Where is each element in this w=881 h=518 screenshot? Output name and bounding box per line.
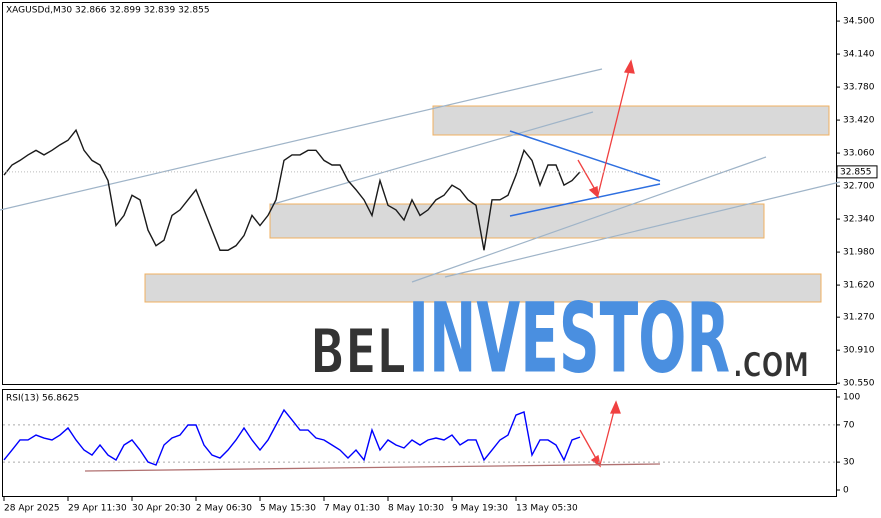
triangle-line bbox=[509, 183, 661, 217]
watermark: INVESTOR bbox=[408, 282, 730, 394]
channel-line bbox=[0, 68, 603, 211]
x-tick-label: 8 May 10:30 bbox=[388, 504, 444, 514]
triangle bbox=[509, 130, 661, 217]
x-tick-label: 9 May 19:30 bbox=[452, 504, 508, 514]
y-tick-label: 32.340 bbox=[843, 215, 875, 225]
x-tick-label: 29 Apr 11:30 bbox=[68, 504, 127, 514]
rsi-trend-line bbox=[84, 463, 661, 472]
plot: 34.500 34.140 33.780 33.420 33.060 32.700 32.3… bbox=[3, 17, 878, 514]
y-tick-label: 33.780 bbox=[843, 83, 875, 93]
x-tick-label: 30 Apr 20:30 bbox=[132, 504, 191, 514]
y-tick-label: 31.270 bbox=[843, 313, 875, 323]
arrowhead bbox=[623, 59, 635, 74]
y-tick-label: 0 bbox=[843, 486, 849, 496]
arrow bbox=[599, 406, 616, 466]
x-tick-label: 2 May 06:30 bbox=[196, 504, 252, 514]
y-tick-label: 31.980 bbox=[843, 248, 875, 258]
x-tick-label: 7 May 01:30 bbox=[324, 504, 380, 514]
channel-line bbox=[444, 181, 841, 278]
x-tick-label: 13 May 05:30 bbox=[516, 504, 578, 514]
support-zone bbox=[269, 203, 765, 239]
arrow bbox=[579, 429, 599, 463]
main-pane bbox=[2, 2, 837, 385]
channel-line bbox=[411, 156, 767, 283]
channel-line bbox=[269, 111, 594, 206]
rsi-title: RSI(13) 56.8625 bbox=[6, 394, 79, 404]
channel-lines bbox=[0, 68, 841, 283]
forecast-arrows bbox=[577, 59, 635, 468]
resistance-zone bbox=[432, 105, 830, 136]
price-marker-box bbox=[836, 165, 878, 179]
y-tick-label: 100 bbox=[843, 393, 860, 403]
x-tick-label: 5 May 15:30 bbox=[260, 504, 316, 514]
arrow bbox=[597, 65, 631, 196]
triangle-line bbox=[509, 130, 661, 182]
y-tick-label: 32.700 bbox=[843, 182, 875, 192]
y-tick-label: 70 bbox=[843, 420, 855, 430]
rsi-pane bbox=[2, 389, 837, 497]
lower-zone bbox=[144, 273, 822, 303]
y-tick-label: 33.420 bbox=[843, 116, 875, 126]
price-marker-label: 32.855 bbox=[840, 167, 872, 177]
watermark: BEL bbox=[310, 315, 406, 388]
y-tick-label: 30.550 bbox=[843, 379, 875, 389]
y-tick-label: 30.910 bbox=[843, 346, 875, 356]
x-tick-label: 28 Apr 2025 bbox=[4, 504, 60, 514]
arrow bbox=[577, 159, 598, 194]
y-tick-label: 30 bbox=[843, 458, 855, 468]
chart-title: XAGUSDd,M30 32.866 32.899 32.839 32.855 bbox=[6, 6, 210, 16]
arrowhead bbox=[588, 186, 599, 199]
watermark: .COM bbox=[733, 346, 809, 386]
y-tick-label: 33.060 bbox=[843, 149, 875, 159]
y-tick-label: 34.500 bbox=[843, 17, 875, 27]
y-tick-label: 34.140 bbox=[843, 50, 875, 60]
price-line bbox=[3, 128, 581, 251]
price-line bbox=[3, 408, 581, 466]
y-tick-label: 31.620 bbox=[843, 281, 875, 291]
arrowhead bbox=[590, 454, 601, 468]
arrowhead bbox=[609, 400, 621, 414]
